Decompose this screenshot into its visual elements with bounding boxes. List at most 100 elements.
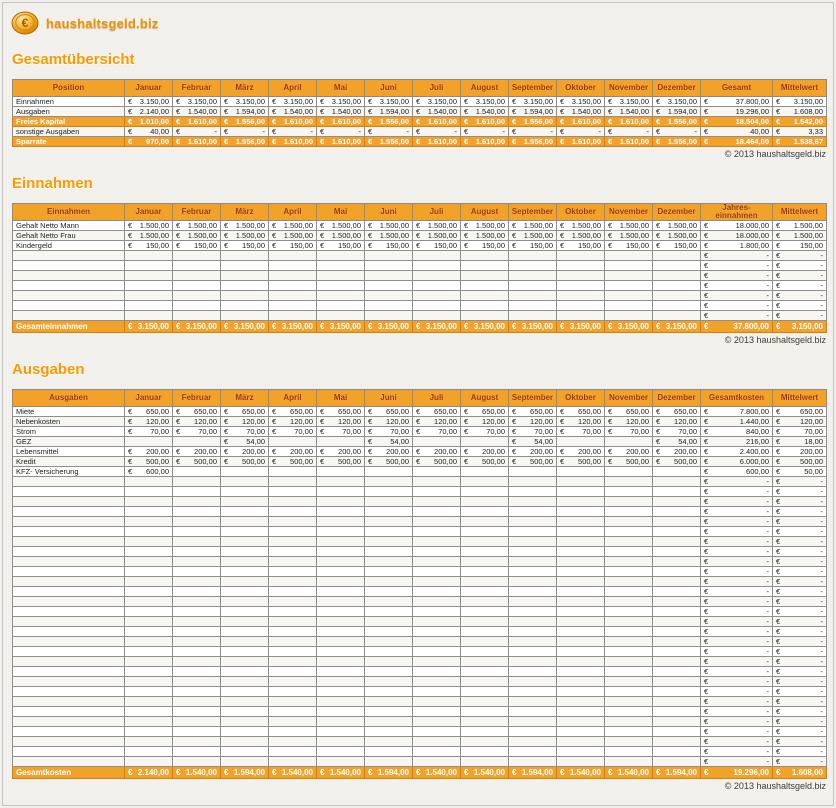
money-cell: [220, 706, 269, 717]
column-header: Juli: [412, 79, 461, 97]
money-cell: € -: [772, 676, 827, 687]
money-cell: [652, 270, 701, 281]
table-row: € - € -: [12, 476, 827, 487]
money-cell: [172, 616, 221, 627]
money-cell: € -: [772, 526, 827, 537]
money-cell: [316, 726, 365, 737]
money-cell: [604, 616, 653, 627]
money-cell: [412, 636, 461, 647]
page: € haushaltsgeld.biz Gesamtübersicht Posi…: [3, 3, 833, 805]
table-row: Kindergeld €150,00 €150,00 €150,00 €150,00 €1…: [12, 240, 827, 251]
money-cell: [412, 310, 461, 321]
money-cell: € -: [460, 126, 509, 137]
money-cell: [316, 486, 365, 497]
money-cell: [220, 260, 269, 271]
money-cell: €650,00: [412, 406, 461, 417]
money-cell: €650,00: [460, 406, 509, 417]
money-cell: [124, 526, 173, 537]
money-cell: €150,00: [364, 240, 413, 251]
money-cell: [268, 736, 317, 747]
money-cell: €200,00: [172, 446, 221, 457]
money-cell: [460, 726, 509, 737]
money-cell: €1.610,00: [604, 116, 653, 127]
column-header: Februar: [172, 79, 221, 97]
money-cell: €3.150,00: [172, 96, 221, 107]
money-cell: [316, 596, 365, 607]
money-cell: €1.500,00: [652, 220, 701, 231]
money-cell: [316, 756, 365, 767]
money-cell: [412, 596, 461, 607]
money-cell: [268, 310, 317, 321]
money-cell: €200,00: [556, 446, 605, 457]
money-cell: [508, 556, 557, 567]
money-cell: €3.150,00: [220, 320, 269, 333]
table-row: Ausgaben €2.140,00 €1.540,00 €1.594,00 €1.54…: [12, 106, 827, 117]
money-cell: [460, 656, 509, 667]
money-cell: [268, 676, 317, 687]
money-cell: € -: [700, 476, 773, 487]
money-cell: [316, 496, 365, 507]
money-cell: [460, 310, 509, 321]
money-cell: € -: [772, 476, 827, 487]
money-cell: [172, 756, 221, 767]
money-cell: [508, 506, 557, 517]
money-cell: €500,00: [124, 456, 173, 467]
money-cell: €3.150,00: [364, 320, 413, 333]
money-cell: [124, 756, 173, 767]
money-cell: [124, 506, 173, 517]
money-cell: €70,00: [316, 426, 365, 437]
money-cell: [268, 516, 317, 527]
money-cell: € -: [772, 536, 827, 547]
money-cell: [556, 280, 605, 291]
money-cell: [412, 506, 461, 517]
money-cell: [460, 546, 509, 557]
money-cell: € -: [772, 606, 827, 617]
money-cell: € -: [772, 646, 827, 657]
money-cell: [604, 270, 653, 281]
empty-row-label: [12, 576, 125, 587]
money-cell: [316, 300, 365, 311]
money-cell: [412, 546, 461, 557]
money-cell: € -: [700, 546, 773, 557]
money-cell: € -: [772, 310, 827, 321]
column-header: Jahres- einnahmen: [700, 203, 773, 221]
money-cell: € -: [556, 126, 605, 137]
table-row: € - € -: [12, 646, 827, 657]
table-row: € - € -: [12, 656, 827, 667]
site-logo[interactable]: € haushaltsgeld.biz: [3, 3, 833, 37]
money-cell: [652, 496, 701, 507]
money-cell: € -: [412, 126, 461, 137]
money-cell: [508, 310, 557, 321]
money-cell: € -: [700, 586, 773, 597]
money-cell: [268, 556, 317, 567]
money-cell: €150,00: [652, 240, 701, 251]
table-row: € - € -: [12, 280, 827, 291]
money-cell: € -: [700, 596, 773, 607]
money-cell: €200,00: [604, 446, 653, 457]
money-cell: [460, 496, 509, 507]
money-cell: [268, 606, 317, 617]
empty-row-label: [12, 290, 125, 301]
money-cell: [556, 270, 605, 281]
money-cell: [268, 656, 317, 667]
column-header: März: [220, 79, 269, 97]
money-cell: €1.610,00: [460, 116, 509, 127]
money-cell: [412, 486, 461, 497]
money-cell: €3.150,00: [772, 320, 827, 333]
money-cell: €18.000,00: [700, 220, 773, 231]
money-cell: [604, 746, 653, 757]
money-cell: € -: [772, 596, 827, 607]
money-cell: [268, 546, 317, 557]
money-cell: €1.556,00: [364, 116, 413, 127]
money-cell: € -: [772, 270, 827, 281]
money-cell: €54,00: [508, 436, 557, 447]
copyright-note: © 2013 haushaltsgeld.biz: [724, 335, 826, 345]
table-row: GEZ €54,00 €54,00 €54,00 €54,00 €216,00 €18,00: [12, 436, 827, 447]
money-cell: [172, 586, 221, 597]
money-cell: [652, 546, 701, 557]
money-cell: €1.500,00: [508, 230, 557, 241]
money-cell: € -: [772, 486, 827, 497]
money-cell: [652, 666, 701, 677]
money-cell: €19.296,00: [700, 106, 773, 117]
money-cell: [556, 260, 605, 271]
